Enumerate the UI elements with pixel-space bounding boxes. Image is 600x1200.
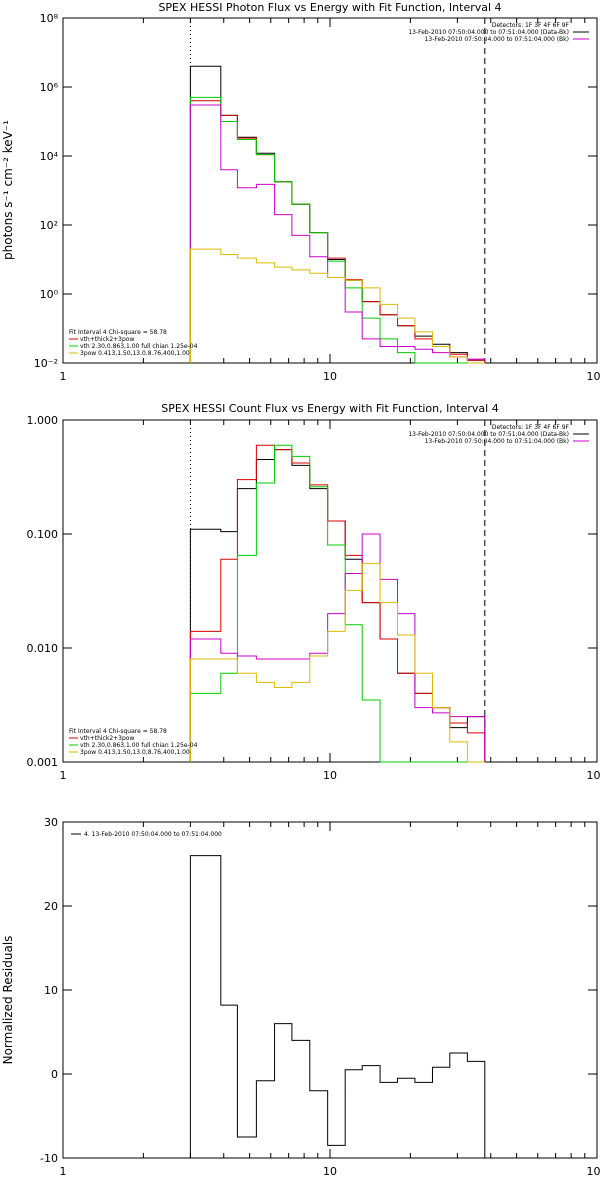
y-tick-label: 10⁰: [40, 288, 59, 301]
x-tick-label: 10: [323, 1165, 337, 1178]
y-tick-label: 10⁶: [40, 81, 59, 94]
residuals-panel: Normalized Residuals 1 10 100 -10 0 10 20 30 4. …: [1, 816, 600, 1178]
y-tick-label: 0.100: [27, 528, 59, 541]
y-tick-label: 10⁸: [40, 12, 59, 25]
y-tick-label: 10²: [40, 219, 58, 232]
y-tick-label: -10: [40, 1152, 58, 1165]
x-tick-label: 1: [60, 769, 67, 782]
histogram-series: [189, 855, 486, 1158]
histogram-series: [189, 104, 486, 363]
y-tick-label: 1.000: [27, 414, 59, 427]
legend-label: vth+thick2+3pow: [80, 735, 134, 742]
legend-label: 13-Feb-2010 07:50:04.000 to 07:51:04.000…: [408, 29, 569, 36]
legend-label: vth+thick2+3pow: [80, 336, 134, 343]
legend-label: 3pow 0.413,1.50,13.0,8.76,400,1.00: [80, 350, 190, 357]
y-tick-label: 30: [44, 816, 58, 829]
y-tick-label: 10: [44, 984, 58, 997]
histogram-series: [189, 100, 486, 363]
count-flux-panel: SPEX HESSI Count Flux vs Energy with Fit…: [27, 402, 600, 782]
histogram-series: [189, 96, 485, 364]
y-tick-label: 0.010: [27, 642, 59, 655]
legend-label: 13-Feb-2010 07:50:04.000 to 07:51:04.000…: [408, 431, 569, 438]
y-axis-label: Normalized Residuals: [1, 936, 15, 1065]
legend-label: Detectors: 1F 3F 4F 6F 9F: [492, 22, 570, 29]
plot-frame: [62, 821, 598, 1159]
legend-label: 4. 13-Feb-2010 07:50:04.000 to 07:51:04.…: [84, 831, 222, 838]
histogram-series: [189, 444, 486, 762]
photon-flux-panel: SPEX HESSI Photon Flux vs Energy with Fi…: [1, 1, 600, 383]
legend-label: 13-Feb-2010 07:50:04.000 to 07:51:04.000…: [425, 438, 569, 445]
histogram-series: [189, 533, 486, 762]
y-tick-label: 10⁴: [40, 150, 59, 163]
x-tick-label: 100: [587, 370, 600, 383]
y-axis-label: photons s⁻¹ cm⁻² keV⁻¹: [1, 120, 15, 260]
y-tick-label: 20: [44, 900, 58, 913]
x-tick-label: 100: [587, 1165, 600, 1178]
histogram-series: [189, 449, 486, 762]
legend-label: Fit Interval 4 Chi-square = 58.78: [69, 728, 167, 735]
y-tick-label: 10⁻²: [34, 357, 58, 370]
legend-label: Detectors: 1F 3F 4F 6F 9F: [492, 424, 570, 431]
panel-title: SPEX HESSI Photon Flux vs Energy with Fi…: [158, 1, 501, 14]
panel-title: SPEX HESSI Count Flux vs Energy with Fit…: [161, 402, 498, 415]
histogram-series: [189, 248, 485, 364]
y-tick-label: 0.001: [27, 756, 59, 769]
x-tick-label: 100: [587, 769, 600, 782]
plot-frame: [62, 17, 598, 364]
x-tick-label: 10: [323, 370, 337, 383]
legend-label: 3pow 0.413,1.50,13.0,8.76,400,1.00: [80, 749, 190, 756]
plot-frame: [62, 419, 598, 763]
histogram-series: [189, 563, 485, 763]
histogram-series: [189, 65, 486, 363]
legend-label: 13-Feb-2010 07:50:04.000 to 07:51:04.000…: [425, 36, 569, 43]
legend-label: vth 2.30,0.863,1.00 full chian 1.25e-04: [80, 742, 198, 749]
x-tick-label: 1: [60, 370, 67, 383]
x-tick-label: 10: [323, 769, 337, 782]
legend-label: vth 2.30,0.863,1.00 full chian 1.25e-04: [80, 343, 198, 350]
legend-label: Fit Interval 4 Chi-square = 58.78: [69, 329, 167, 336]
y-tick-label: 0: [51, 1068, 58, 1081]
histogram-series: [189, 444, 485, 763]
x-tick-label: 1: [60, 1165, 67, 1178]
